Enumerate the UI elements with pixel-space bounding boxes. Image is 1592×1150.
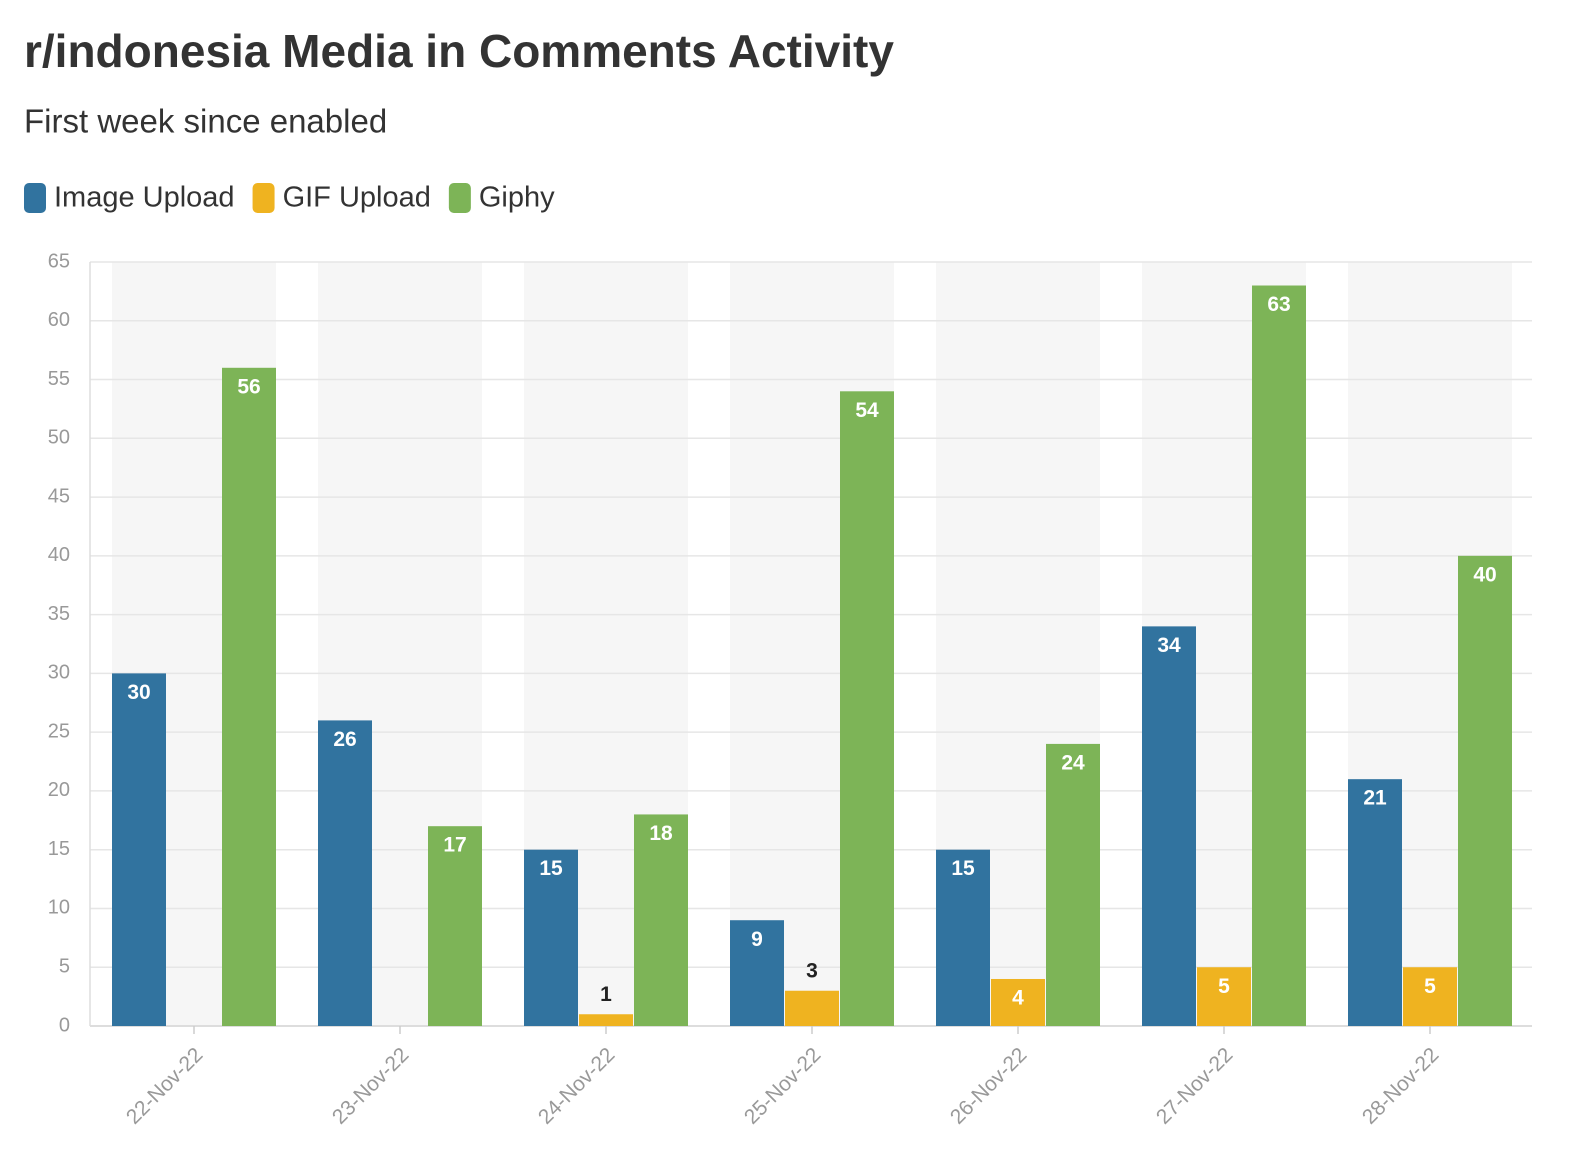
bar xyxy=(1252,285,1306,1026)
bar xyxy=(991,978,1045,1026)
legend-label: Giphy xyxy=(479,182,555,214)
value-label: 17 xyxy=(443,834,466,857)
y-tick-label: 5 xyxy=(59,956,70,978)
bar xyxy=(524,849,578,1026)
value-label: 24 xyxy=(1061,751,1085,774)
y-tick-label: 45 xyxy=(48,485,70,507)
bar xyxy=(1197,967,1251,1026)
bar xyxy=(1403,967,1457,1026)
bar xyxy=(785,990,839,1026)
x-tick-label: 26-Nov-22 xyxy=(946,1043,1032,1129)
x-tick-label: 28-Nov-22 xyxy=(1358,1043,1444,1129)
x-tick-label: 23-Nov-22 xyxy=(328,1043,414,1129)
bar xyxy=(1046,743,1100,1026)
y-tick-label: 20 xyxy=(48,779,70,801)
bar xyxy=(1142,626,1196,1026)
value-label: 40 xyxy=(1473,563,1496,586)
plot-area: 0510152025303540455055606530261591534211… xyxy=(48,250,1532,1129)
value-label: 5 xyxy=(1424,975,1436,998)
value-label: 56 xyxy=(237,375,260,398)
bar xyxy=(634,814,688,1026)
bar xyxy=(936,849,990,1026)
y-tick-label: 10 xyxy=(48,897,70,919)
legend-swatch xyxy=(448,183,471,213)
y-tick-label: 60 xyxy=(48,309,70,331)
bar xyxy=(840,391,894,1026)
value-label: 63 xyxy=(1267,293,1290,316)
bar xyxy=(730,920,784,1026)
y-tick-label: 50 xyxy=(48,427,70,449)
bar xyxy=(428,826,482,1026)
legend-label: Image Upload xyxy=(54,182,235,214)
y-tick-label: 55 xyxy=(48,368,70,390)
value-label: 5 xyxy=(1218,975,1230,998)
bar xyxy=(1348,779,1402,1026)
value-label: 26 xyxy=(333,728,356,751)
value-label: 54 xyxy=(855,399,879,422)
bar xyxy=(112,673,166,1026)
value-label: 30 xyxy=(127,681,150,704)
y-tick-label: 30 xyxy=(48,662,70,684)
x-tick-label: 25-Nov-22 xyxy=(740,1043,826,1129)
bar xyxy=(222,367,276,1026)
value-label: 34 xyxy=(1157,634,1181,657)
x-tick-label: 24-Nov-22 xyxy=(534,1043,620,1129)
legend-label: GIF Upload xyxy=(283,182,431,214)
value-label: 18 xyxy=(649,822,673,845)
value-label: 15 xyxy=(539,857,563,880)
y-tick-label: 35 xyxy=(48,603,70,625)
value-label: 4 xyxy=(1012,987,1024,1010)
bar xyxy=(318,720,372,1026)
value-label: 3 xyxy=(806,959,818,982)
value-label: 9 xyxy=(751,928,763,951)
value-label: 1 xyxy=(600,983,612,1006)
legend-swatch xyxy=(24,183,46,213)
y-tick-label: 65 xyxy=(48,250,70,272)
chart-subtitle: First week since enabled xyxy=(24,103,387,140)
legend-swatch xyxy=(252,183,275,213)
y-tick-label: 15 xyxy=(48,838,70,860)
y-tick-label: 25 xyxy=(48,720,70,742)
x-tick-label: 27-Nov-22 xyxy=(1152,1043,1238,1129)
chart-title: r/indonesia Media in Comments Activity xyxy=(24,25,894,77)
y-tick-label: 0 xyxy=(59,1014,70,1036)
value-label: 15 xyxy=(951,857,975,880)
y-tick-label: 40 xyxy=(48,544,70,566)
bar xyxy=(1458,555,1512,1026)
value-label: 21 xyxy=(1363,787,1387,810)
legend: Image Upload GIF Upload Giphy xyxy=(24,182,555,214)
bar xyxy=(579,1014,633,1026)
x-tick-label: 22-Nov-22 xyxy=(122,1043,208,1129)
